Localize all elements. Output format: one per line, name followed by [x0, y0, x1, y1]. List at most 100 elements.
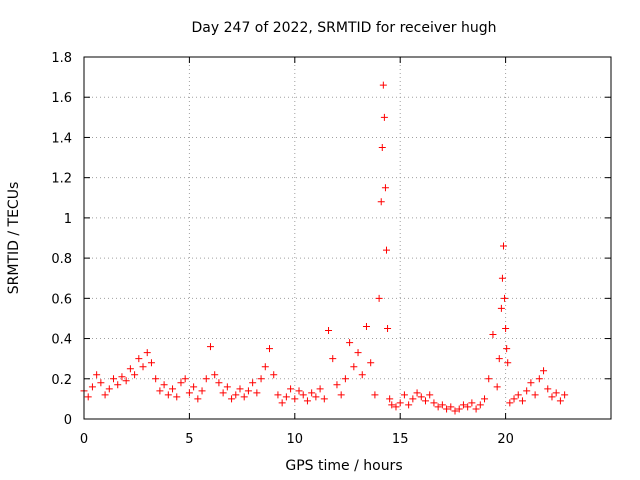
data-point	[561, 391, 569, 399]
data-point	[358, 371, 366, 379]
data-point	[93, 371, 101, 379]
data-point	[346, 339, 354, 347]
data-point	[282, 393, 290, 401]
data-point	[295, 387, 303, 395]
data-point	[499, 242, 507, 250]
data-point	[303, 397, 311, 405]
data-point	[380, 113, 388, 121]
axis-ticks	[83, 56, 611, 420]
data-point	[362, 322, 370, 330]
data-point	[556, 397, 564, 405]
data-point	[379, 81, 387, 89]
data-point	[451, 407, 459, 415]
data-point	[236, 385, 244, 393]
data-point	[122, 377, 130, 385]
data-point	[502, 325, 510, 332]
data-point	[278, 399, 286, 407]
data-point	[156, 387, 164, 395]
data-point	[417, 393, 425, 401]
data-point	[266, 345, 274, 353]
data-point	[291, 395, 299, 403]
data-point	[409, 395, 417, 403]
data-point	[518, 397, 526, 405]
data-point	[392, 403, 400, 411]
data-points	[80, 81, 569, 415]
data-point	[270, 371, 278, 379]
y-tick-label: 0.2	[51, 373, 72, 388]
data-point	[367, 359, 375, 367]
data-point	[337, 391, 345, 399]
data-point	[382, 246, 390, 254]
x-tick-labels: 0 5 10 15 20	[80, 432, 514, 447]
data-point	[211, 371, 219, 379]
data-point	[388, 401, 396, 409]
y-tick-labels: 0 0.2 0.4 0.6 0.8 1 1.2 1.4 1.6 1.8	[51, 51, 72, 428]
data-point	[481, 395, 489, 403]
data-point	[447, 403, 455, 411]
data-point	[468, 399, 476, 407]
x-tick-label: 0	[80, 432, 88, 447]
data-point	[316, 385, 324, 393]
data-point	[249, 379, 257, 387]
data-point	[308, 389, 316, 397]
data-point	[400, 391, 408, 399]
data-point	[114, 381, 122, 389]
x-axis-title: GPS time / hours	[285, 458, 402, 474]
data-point	[287, 385, 295, 393]
data-point	[514, 391, 522, 399]
data-point	[510, 395, 518, 403]
data-point	[101, 391, 109, 399]
data-point	[472, 405, 480, 413]
data-point	[228, 395, 236, 403]
x-tick-label: 5	[185, 432, 193, 447]
data-point	[535, 375, 543, 383]
data-point	[523, 387, 531, 395]
data-point	[202, 375, 210, 383]
data-point	[299, 391, 307, 399]
data-point	[152, 375, 160, 383]
data-point	[485, 375, 493, 383]
data-point	[527, 379, 535, 387]
data-point	[396, 399, 404, 407]
data-point	[371, 391, 379, 399]
data-point	[497, 304, 505, 312]
data-point	[333, 381, 341, 389]
data-point	[139, 363, 147, 371]
data-point	[434, 403, 442, 411]
data-point	[459, 401, 467, 409]
data-point	[312, 393, 320, 401]
data-point	[493, 383, 501, 391]
data-point	[384, 325, 392, 332]
x-tick-label: 20	[497, 432, 514, 447]
data-point	[354, 349, 362, 357]
data-point	[88, 383, 96, 391]
plot-frame	[83, 56, 612, 420]
data-point	[489, 331, 497, 339]
x-tick-label: 15	[392, 432, 409, 447]
data-point	[147, 359, 155, 367]
y-tick-label: 1.6	[51, 91, 72, 106]
data-point	[185, 389, 193, 397]
data-point	[430, 399, 438, 407]
y-tick-label: 0.6	[51, 292, 72, 307]
data-point	[501, 294, 509, 302]
data-point	[320, 395, 328, 403]
data-point	[181, 375, 189, 383]
data-point	[244, 387, 252, 395]
y-tick-label: 1.2	[51, 172, 72, 187]
data-point	[253, 389, 261, 397]
data-point	[413, 389, 421, 397]
data-point	[173, 393, 181, 401]
data-point	[160, 381, 168, 389]
data-point	[503, 345, 511, 353]
data-point	[240, 393, 248, 401]
data-point	[375, 294, 383, 302]
data-point	[215, 379, 223, 387]
data-point	[206, 343, 214, 351]
data-point	[232, 391, 240, 399]
data-point	[455, 405, 463, 413]
data-point	[194, 395, 202, 403]
data-point	[118, 373, 126, 381]
data-point	[84, 393, 92, 401]
